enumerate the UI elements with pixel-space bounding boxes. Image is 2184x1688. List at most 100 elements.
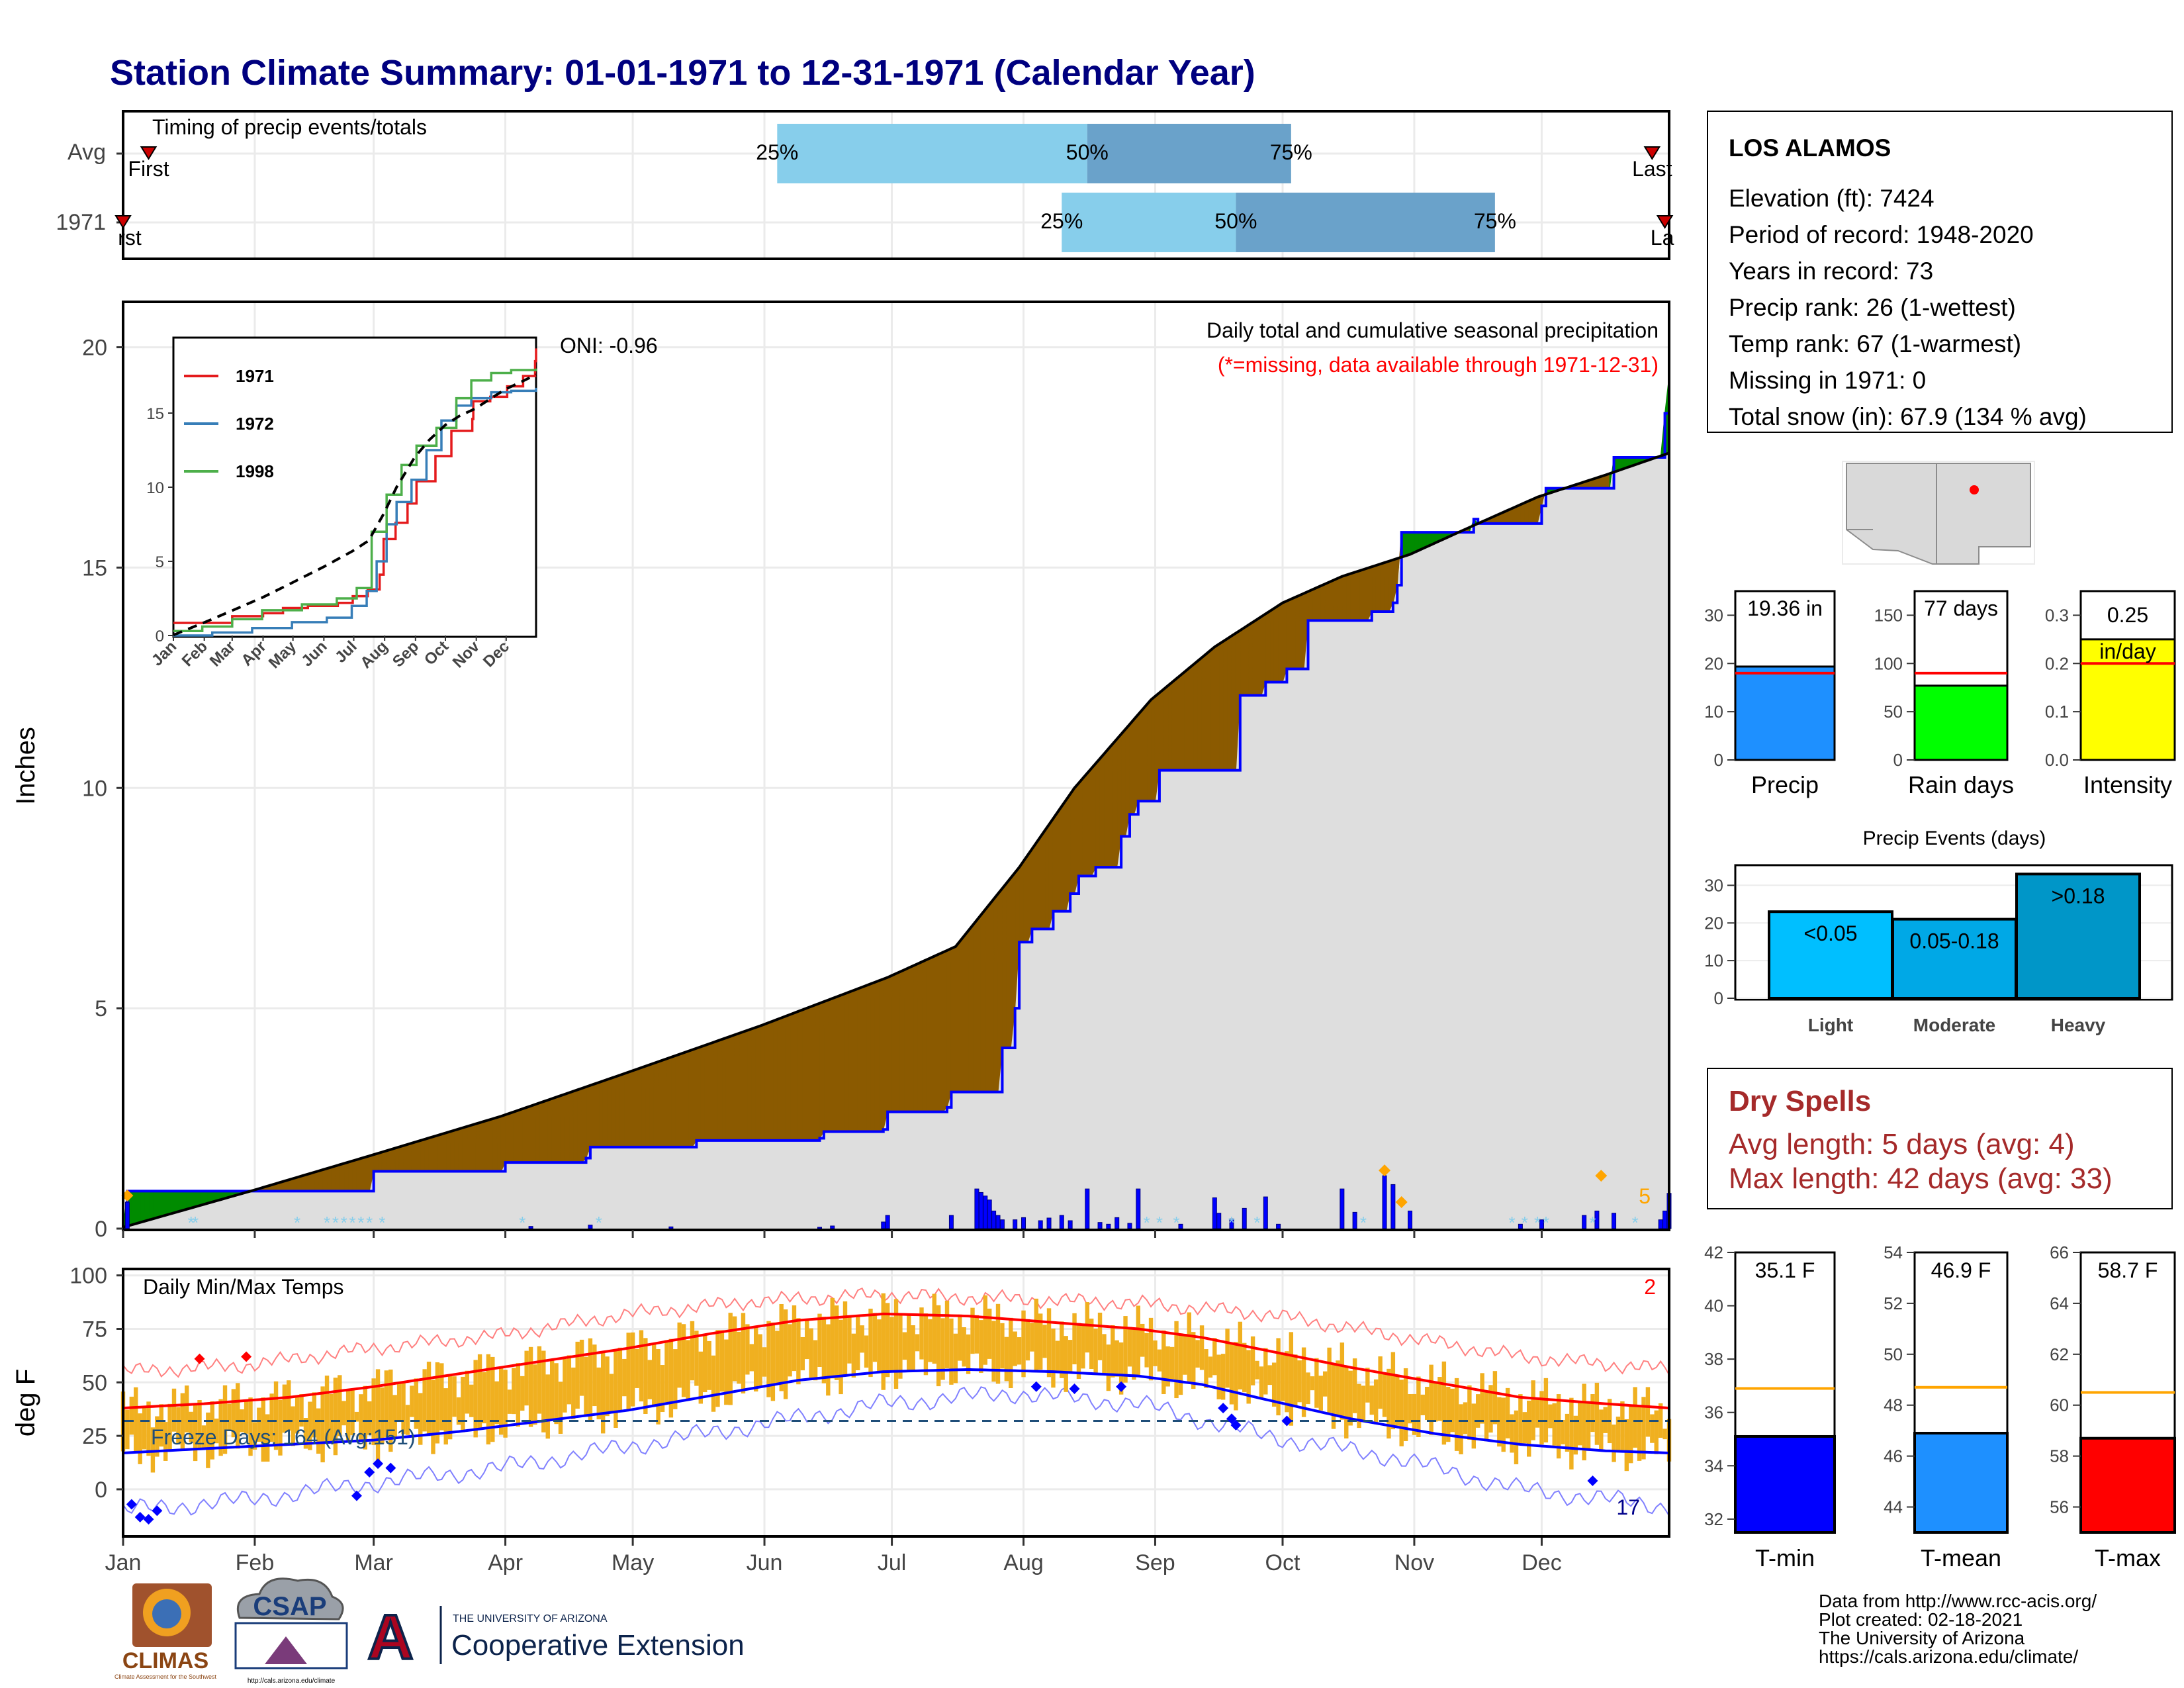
daily-temp-bar	[1441, 1361, 1447, 1445]
last-event-marker	[1656, 215, 1674, 229]
y-tick-label: 0	[1714, 988, 1723, 1008]
daily-precip-bar	[1352, 1211, 1357, 1229]
temp-count-bottom: 17	[1616, 1495, 1640, 1519]
daily-temp-bar	[558, 1382, 563, 1434]
daily-temp-bar	[741, 1313, 746, 1394]
daily-temp-bar	[1348, 1370, 1353, 1426]
daily-temp-bar	[1382, 1372, 1387, 1417]
daily-temp-bar	[847, 1316, 852, 1364]
inset-legend-label: 1998	[236, 461, 274, 481]
record-low-marker	[134, 1511, 146, 1523]
daily-temp-bar	[405, 1405, 410, 1435]
daily-temp-bar	[384, 1370, 389, 1438]
daily-temp-bar	[1030, 1323, 1034, 1352]
summary-bar	[2079, 1436, 2176, 1534]
daily-temp-bar	[813, 1340, 818, 1381]
daily-precip-bar	[1242, 1207, 1247, 1229]
daily-temp-bar	[439, 1363, 444, 1430]
daily-temp-bar	[983, 1295, 987, 1365]
daily-temp-bar	[176, 1407, 181, 1445]
missing-data-marker: *	[1156, 1213, 1163, 1233]
missing-data-marker: *	[294, 1213, 300, 1233]
daily-temp-bar	[410, 1385, 414, 1417]
daily-temp-bar	[1208, 1356, 1213, 1378]
daily-temp-bar	[1153, 1340, 1158, 1366]
daily-temp-bar	[851, 1333, 856, 1378]
daily-temp-bar	[388, 1369, 393, 1452]
daily-temp-bar	[354, 1411, 359, 1422]
inset-legend-label: 1972	[236, 414, 274, 434]
station-info-line: Precip rank: 26 (1-wettest)	[1729, 294, 2016, 321]
daily-precip-bar	[948, 1215, 954, 1229]
daily-temp-bar	[282, 1384, 287, 1433]
precip-title: Daily total and cumulative seasonal prec…	[1206, 318, 1659, 342]
daily-temp-bar	[732, 1316, 737, 1382]
daily-temp-bar	[1025, 1319, 1030, 1361]
daily-temp-bar	[1433, 1382, 1438, 1422]
daily-temp-bar	[826, 1324, 831, 1396]
record-low-marker	[1230, 1419, 1242, 1430]
daily-temp-bar	[512, 1368, 516, 1415]
y-tick-label: 10	[1704, 951, 1723, 970]
y-tick-label: 0.2	[2045, 653, 2069, 673]
y-tick-label: 66	[2050, 1243, 2069, 1262]
daily-temp-bar	[872, 1313, 878, 1362]
daily-temp-bar	[414, 1378, 419, 1429]
daily-temp-bar	[1046, 1308, 1052, 1378]
daily-temp-bar	[949, 1318, 954, 1385]
daily-temp-bar	[1115, 1340, 1119, 1377]
timing-row-label-avg: Avg	[68, 140, 106, 165]
daily-temp-bar	[1204, 1349, 1208, 1388]
y-tick-label: 20	[82, 336, 107, 361]
daily-temp-bar	[1548, 1404, 1553, 1429]
daily-temp-bar	[919, 1307, 924, 1360]
daily-temp-bar	[656, 1349, 660, 1425]
daily-temp-bar	[1322, 1371, 1328, 1397]
daily-temp-bar	[287, 1380, 291, 1431]
daily-temp-bar	[1132, 1328, 1136, 1380]
missing-data-marker: *	[519, 1213, 525, 1233]
daily-temp-bar	[987, 1308, 992, 1359]
csap-mountain-icon	[265, 1636, 307, 1664]
daily-temp-bar	[248, 1397, 253, 1456]
station-info-line: Period of record: 1948-2020	[1729, 221, 2034, 248]
daily-temp-bar	[422, 1369, 427, 1432]
daily-temp-bar	[1013, 1331, 1017, 1366]
daily-temp-bar	[452, 1376, 457, 1417]
record-low-marker	[126, 1499, 137, 1510]
month-label: Oct	[1265, 1550, 1300, 1575]
daily-temp-bar	[842, 1301, 848, 1377]
daily-temp-bar	[142, 1407, 147, 1450]
daily-temp-bar	[940, 1318, 945, 1380]
timing-title: Timing of precip events/totals	[152, 115, 427, 139]
record-low-marker	[152, 1505, 163, 1517]
daily-precip-bar	[1263, 1196, 1268, 1229]
daily-temp-bar	[889, 1317, 894, 1372]
daily-temp-bar	[1531, 1380, 1535, 1440]
daily-temp-bar	[1102, 1334, 1107, 1374]
daily-temp-bar	[171, 1388, 177, 1432]
daily-temp-bar	[1454, 1378, 1459, 1451]
daily-temp-bar	[252, 1422, 257, 1450]
first-event-label: rst	[118, 226, 142, 250]
month-label: Aug	[1003, 1550, 1044, 1575]
credit-line: The University of Arizona	[1819, 1628, 2025, 1648]
daily-precip-bar	[974, 1188, 979, 1229]
daily-precip-bar	[1021, 1217, 1026, 1229]
daily-temp-bar	[630, 1332, 635, 1407]
station-info-line: Elevation (ft): 7424	[1729, 185, 1934, 212]
y-tick-label: 46	[1884, 1446, 1903, 1466]
daily-temp-bar	[588, 1338, 593, 1421]
daily-precip-bar	[1658, 1219, 1663, 1229]
daily-temp-bar	[1543, 1378, 1549, 1443]
daily-temp-bar	[1229, 1342, 1234, 1405]
month-label: Jun	[747, 1550, 783, 1575]
daily-temp-bar	[1106, 1344, 1111, 1391]
daily-temp-bar	[363, 1385, 368, 1450]
daily-temp-bar	[1009, 1317, 1013, 1389]
oni-label: ONI: -0.96	[560, 334, 658, 357]
last-event-label: La	[1651, 226, 1674, 250]
daily-temp-bar	[592, 1344, 597, 1407]
y-tick-label: 0.3	[2045, 605, 2069, 625]
